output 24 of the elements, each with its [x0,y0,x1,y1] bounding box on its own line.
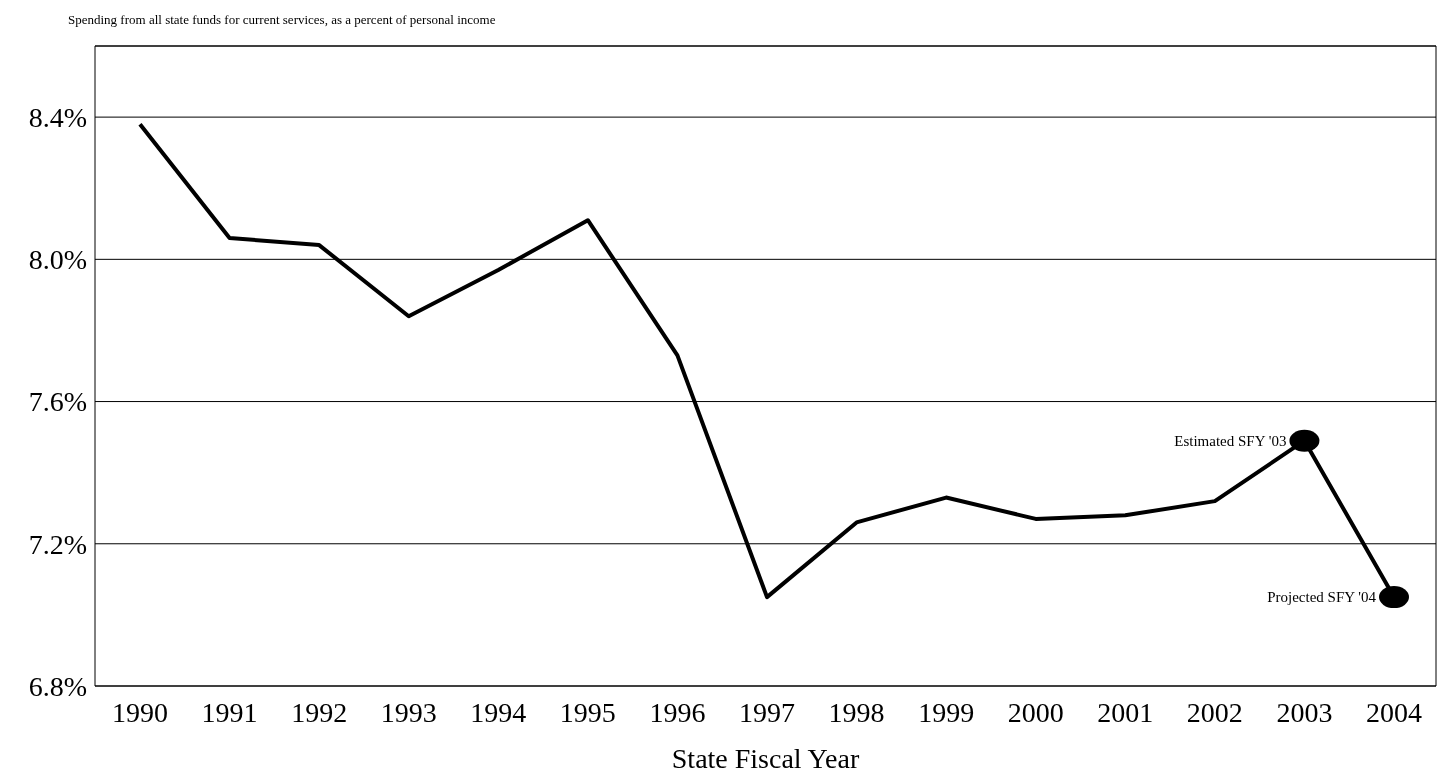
y-tick-label: 8.4% [28,102,87,134]
x-tick-label: 2001 [1097,696,1154,728]
x-tick-label: 2002 [1186,696,1243,728]
x-tick-label: 1994 [470,696,527,728]
x-tick-label: 2000 [1007,696,1064,728]
x-tick-label: 1992 [291,696,348,728]
x-tick-label: 1998 [828,696,885,728]
x-tick-label: 1993 [380,696,437,728]
x-tick-label: 1997 [739,696,795,728]
y-tick-label: 7.2% [28,528,87,560]
x-tick-label: 1990 [112,696,168,728]
x-tick-label: 2004 [1366,696,1422,728]
x-tick-label: 1991 [201,696,258,728]
x-axis-title: State Fiscal Year [671,743,860,774]
annotation: Estimated SFY '03 [1174,432,1287,449]
y-tick-label: 7.6% [28,386,87,418]
x-tick-label: 2003 [1276,696,1333,728]
annotation: Projected SFY '04 [1267,589,1377,606]
x-tick-label: 1995 [559,696,616,728]
x-tick-label: 1996 [649,696,706,728]
x-tick-label: 1999 [918,696,975,728]
chart-title: Spending from all state funds for current services, as a percent of personal income [67,11,497,29]
y-tick-label: 8.0% [28,244,87,276]
y-tick-label: 6.8% [28,670,87,702]
